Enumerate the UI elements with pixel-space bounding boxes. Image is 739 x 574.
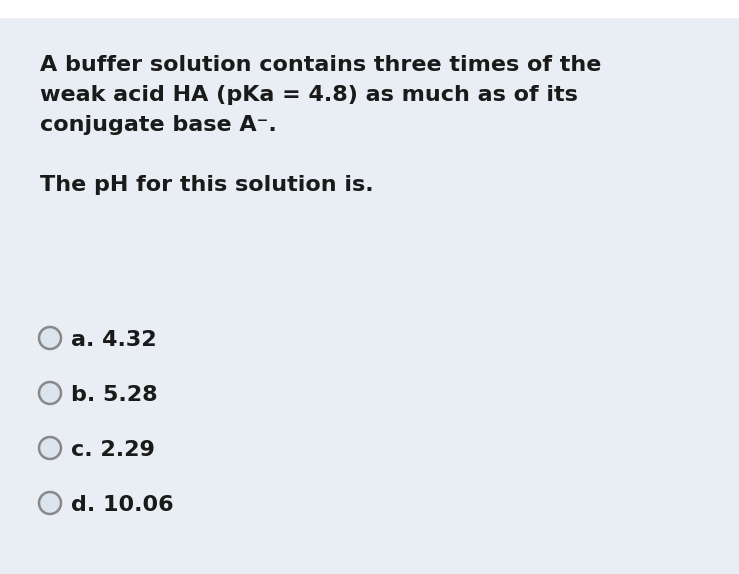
Text: a. 4.32: a. 4.32 (71, 330, 157, 350)
Circle shape (39, 492, 61, 514)
Text: conjugate base A⁻.: conjugate base A⁻. (40, 115, 276, 135)
Circle shape (39, 327, 61, 349)
Circle shape (39, 382, 61, 404)
Text: weak acid HA (pKa = 4.8) as much as of its: weak acid HA (pKa = 4.8) as much as of i… (40, 85, 578, 105)
Text: A buffer solution contains three times of the: A buffer solution contains three times o… (40, 55, 602, 75)
Circle shape (39, 437, 61, 459)
Text: d. 10.06: d. 10.06 (71, 495, 174, 515)
Bar (0, 0, 739, 18)
Text: b. 5.28: b. 5.28 (71, 385, 157, 405)
Text: The pH for this solution is.: The pH for this solution is. (40, 175, 374, 195)
Text: c. 2.29: c. 2.29 (71, 440, 155, 460)
